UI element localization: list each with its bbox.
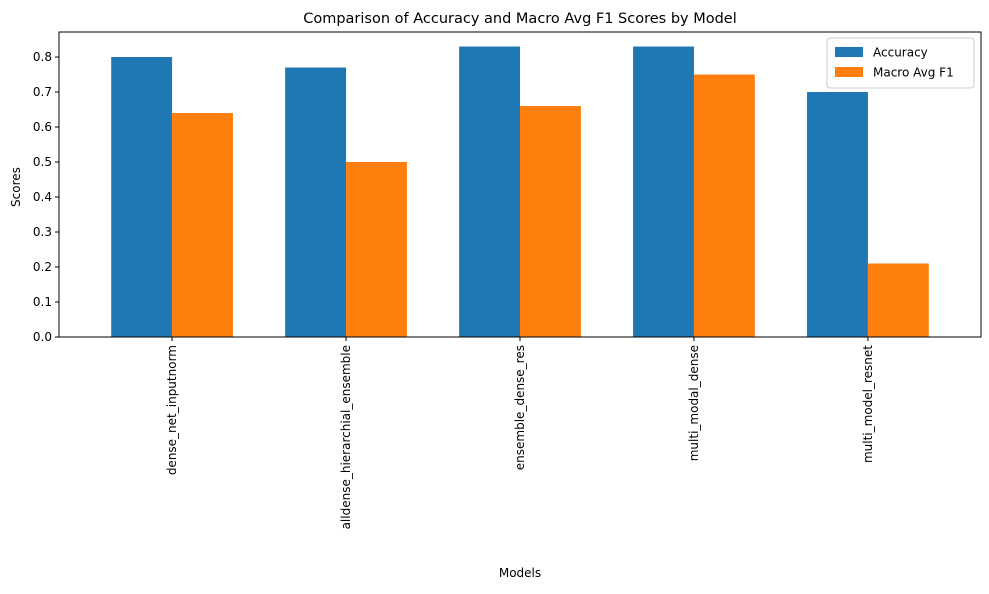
y-tick-label: 0.2 bbox=[33, 260, 52, 274]
x-tick-label: multi_model_resnet bbox=[861, 345, 875, 463]
legend: Accuracy Macro Avg F1 bbox=[826, 37, 975, 89]
plot-area: 0.0 0.1 0.2 0.3 0.4 0.5 0.6 0.7 0.8 dense_net_inp… bbox=[33, 31, 982, 529]
legend-swatch-accuracy bbox=[835, 47, 863, 57]
y-tick-label: 0.1 bbox=[33, 295, 52, 309]
x-axis-label: Models bbox=[499, 566, 541, 580]
x-tick-label: dense_net_inputnorm bbox=[165, 345, 179, 475]
x-tick-label: multi_modal_dense bbox=[687, 345, 701, 461]
bar-accuracy-2 bbox=[459, 46, 520, 338]
bar-accuracy-0 bbox=[111, 57, 173, 338]
y-tick-label: 0.8 bbox=[33, 50, 52, 64]
legend-label-accuracy: Accuracy bbox=[873, 46, 928, 60]
legend-swatch-macro-avg-f1 bbox=[835, 67, 863, 77]
chart-title: Comparison of Accuracy and Macro Avg F1 … bbox=[303, 11, 737, 27]
y-tick-label: 0.7 bbox=[33, 85, 52, 99]
y-tick-label: 0.5 bbox=[33, 155, 52, 169]
x-tick-label: alldense_hierarchial_ensemble bbox=[339, 345, 353, 529]
bar-macro-avg-f1-1 bbox=[346, 162, 407, 337]
y-tick-label: 0.6 bbox=[33, 120, 52, 134]
y-axis-label: Scores bbox=[9, 167, 23, 207]
y-tick-label: 0.0 bbox=[33, 330, 52, 344]
bar-accuracy-4 bbox=[807, 92, 868, 338]
y-tick-label: 0.3 bbox=[33, 225, 52, 239]
bar-macro-avg-f1-3 bbox=[693, 74, 755, 338]
bar-macro-avg-f1-4 bbox=[867, 263, 929, 337]
legend-box bbox=[826, 37, 975, 89]
bar-macro-avg-f1-0 bbox=[172, 113, 233, 338]
x-tick-label: ensemble_dense_res bbox=[513, 345, 527, 470]
bar-macro-avg-f1-2 bbox=[520, 106, 581, 338]
legend-label-macro-avg-f1: Macro Avg F1 bbox=[873, 66, 954, 80]
bar-accuracy-3 bbox=[633, 46, 694, 338]
bar-accuracy-1 bbox=[285, 67, 347, 338]
y-tick-label: 0.4 bbox=[33, 190, 52, 204]
